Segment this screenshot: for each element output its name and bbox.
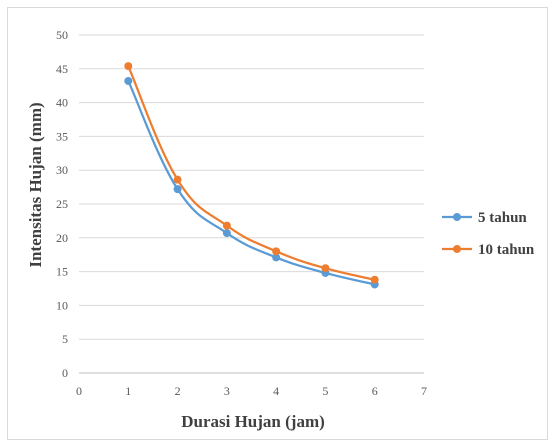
legend-marker — [453, 245, 461, 253]
x-tick-label: 0 — [76, 384, 82, 398]
y-tick-label: 35 — [56, 129, 68, 143]
data-point — [370, 275, 379, 284]
data-point — [124, 76, 133, 85]
y-axis-title: Intensitas Hujan (mm) — [26, 102, 45, 267]
x-tick-label: 5 — [322, 384, 328, 398]
y-axis-ticks: 0 5 10 15 20 25 30 35 40 45 50 — [56, 28, 68, 380]
y-tick-label: 25 — [56, 197, 68, 211]
data-point — [173, 175, 182, 184]
data-point — [272, 253, 281, 262]
x-axis-title: Durasi Hujan (jam) — [181, 412, 325, 431]
data-point — [173, 185, 182, 194]
gridlines — [79, 34, 424, 340]
chart-area — [7, 7, 548, 440]
x-axis-ticks: 0 1 2 3 4 5 6 7 — [76, 384, 427, 398]
y-tick-label: 40 — [56, 96, 68, 110]
series-line-1 — [127, 80, 375, 286]
data-point — [321, 264, 330, 273]
legend-label: 5 tahun — [478, 210, 527, 226]
x-tick-label: 1 — [125, 384, 131, 398]
y-tick-label: 10 — [56, 298, 68, 312]
data-point — [222, 229, 231, 238]
x-tick-label: 6 — [372, 384, 378, 398]
y-tick-label: 0 — [62, 366, 68, 380]
x-tick-label: 4 — [273, 384, 279, 398]
x-tick-label: 2 — [175, 384, 181, 398]
y-tick-label: 30 — [56, 163, 68, 177]
y-tick-label: 20 — [56, 231, 68, 245]
legend-label: 10 tahun — [478, 242, 535, 258]
data-point — [222, 221, 231, 230]
x-tick-label: 7 — [421, 384, 427, 398]
series-group — [124, 62, 379, 289]
data-point — [272, 247, 281, 256]
y-tick-label: 15 — [56, 265, 68, 279]
legend: 5 tahun 10 tahun — [442, 210, 535, 258]
legend-marker — [453, 213, 461, 221]
y-tick-label: 50 — [56, 28, 68, 42]
y-tick-label: 45 — [56, 62, 68, 76]
data-point — [124, 62, 133, 71]
x-tick-label: 3 — [224, 384, 230, 398]
y-tick-label: 5 — [62, 332, 68, 346]
